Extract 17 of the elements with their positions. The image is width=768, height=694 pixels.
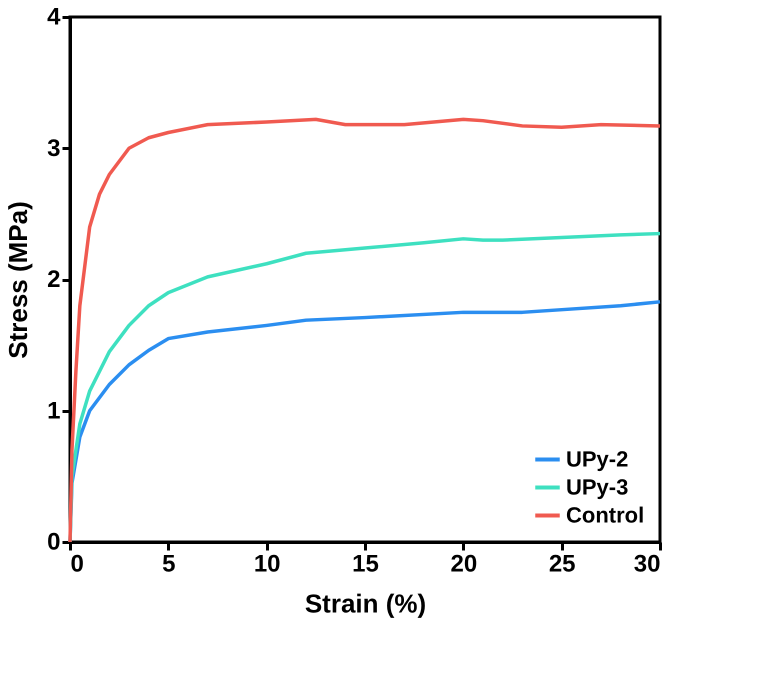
x-axis-title: Strain (%) [304,588,426,618]
legend-label: UPy-2 [566,446,628,472]
x-tick-label: 10 [254,550,281,578]
legend-label: Control [566,502,644,528]
y-axis-title: Stress (MPa) [3,201,34,359]
y-tick-label: 0 [47,528,60,556]
y-tick-label: 3 [47,134,60,162]
x-tick-label: 25 [548,550,576,578]
x-tick-label: 5 [162,550,176,578]
y-tick-label: 2 [47,266,60,293]
x-tick-label: 20 [450,550,478,578]
x-tick-label: 0 [70,550,84,578]
y-tick-label: 4 [47,4,62,30]
x-tick-label: 15 [352,550,379,578]
x-tick-label: 30 [634,550,660,578]
legend-label: UPy-3 [566,474,628,500]
y-tick-label: 1 [47,397,60,424]
